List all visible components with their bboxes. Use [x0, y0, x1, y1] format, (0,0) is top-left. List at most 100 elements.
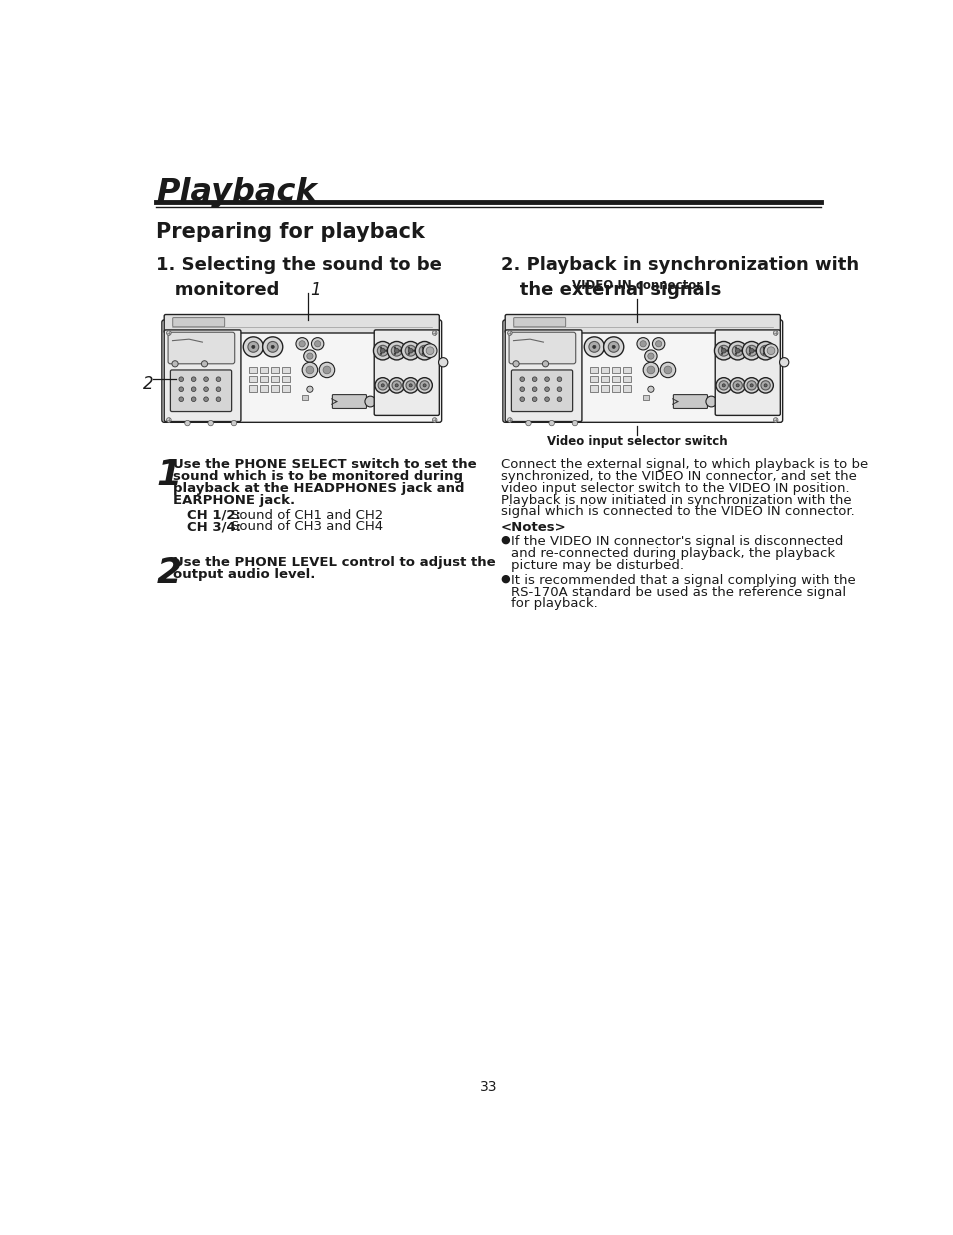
- Circle shape: [544, 396, 549, 401]
- Circle shape: [507, 331, 512, 336]
- Circle shape: [416, 378, 432, 393]
- Circle shape: [248, 341, 258, 352]
- Circle shape: [720, 348, 725, 353]
- Text: CH 1/2:: CH 1/2:: [187, 509, 241, 521]
- Circle shape: [721, 384, 724, 387]
- Circle shape: [379, 347, 381, 348]
- Circle shape: [655, 341, 661, 347]
- Text: 2: 2: [156, 556, 181, 590]
- Bar: [612, 377, 619, 383]
- Bar: [622, 377, 630, 383]
- Bar: [612, 367, 619, 373]
- Text: signal which is connected to the VIDEO IN connector.: signal which is connected to the VIDEO I…: [500, 505, 853, 519]
- Text: Use the PHONE LEVEL control to adjust the: Use the PHONE LEVEL control to adjust th…: [173, 556, 496, 569]
- Circle shape: [432, 331, 436, 336]
- Circle shape: [767, 350, 769, 352]
- Bar: [282, 385, 290, 391]
- Circle shape: [525, 420, 531, 426]
- Circle shape: [421, 353, 423, 354]
- Circle shape: [314, 341, 320, 347]
- Text: ●: ●: [500, 535, 510, 545]
- Circle shape: [729, 378, 744, 393]
- Circle shape: [779, 358, 788, 367]
- Text: playback at the HEADPHONES jack and: playback at the HEADPHONES jack and: [173, 482, 464, 494]
- Circle shape: [216, 387, 220, 391]
- Circle shape: [415, 341, 434, 359]
- Circle shape: [323, 366, 331, 374]
- Circle shape: [419, 380, 429, 390]
- FancyBboxPatch shape: [171, 370, 232, 411]
- Circle shape: [438, 358, 447, 367]
- Circle shape: [387, 341, 406, 359]
- Circle shape: [746, 380, 756, 390]
- FancyBboxPatch shape: [505, 315, 780, 333]
- Bar: [271, 385, 278, 391]
- Circle shape: [192, 387, 195, 391]
- Circle shape: [319, 362, 335, 378]
- Text: EARPHONE jack.: EARPHONE jack.: [173, 494, 295, 506]
- Circle shape: [532, 377, 537, 382]
- Circle shape: [394, 353, 395, 354]
- Circle shape: [760, 346, 770, 356]
- Circle shape: [307, 353, 313, 359]
- Circle shape: [647, 353, 654, 359]
- Circle shape: [302, 362, 317, 378]
- Text: 1. Selecting the sound to be
   monitored: 1. Selecting the sound to be monitored: [156, 256, 442, 299]
- Text: It is recommended that a signal complying with the: It is recommended that a signal complyin…: [510, 573, 855, 587]
- Bar: [271, 367, 278, 373]
- Bar: [642, 395, 649, 400]
- Text: picture may be disturbed.: picture may be disturbed.: [510, 558, 683, 572]
- Bar: [622, 385, 630, 391]
- FancyBboxPatch shape: [502, 320, 781, 422]
- Circle shape: [734, 353, 736, 354]
- Circle shape: [307, 387, 313, 393]
- Circle shape: [762, 353, 764, 354]
- Bar: [612, 385, 619, 391]
- Circle shape: [421, 347, 423, 348]
- Text: VIDEO IN connector: VIDEO IN connector: [571, 279, 701, 293]
- Circle shape: [167, 417, 171, 422]
- Circle shape: [298, 341, 305, 347]
- Circle shape: [377, 380, 387, 390]
- Circle shape: [405, 346, 416, 356]
- Circle shape: [728, 341, 746, 359]
- Circle shape: [204, 396, 208, 401]
- Text: and re-connected during playback, the playback: and re-connected during playback, the pl…: [510, 547, 834, 559]
- Bar: [622, 367, 630, 373]
- Circle shape: [720, 353, 722, 354]
- Circle shape: [385, 350, 387, 352]
- Circle shape: [422, 348, 427, 353]
- Circle shape: [399, 350, 400, 352]
- Text: Sound of CH1 and CH2: Sound of CH1 and CH2: [231, 509, 383, 521]
- Circle shape: [544, 377, 549, 382]
- Circle shape: [519, 377, 524, 382]
- Circle shape: [773, 417, 778, 422]
- Bar: [282, 377, 290, 383]
- Circle shape: [663, 366, 671, 374]
- Circle shape: [557, 377, 561, 382]
- Circle shape: [766, 347, 774, 354]
- Circle shape: [422, 384, 426, 387]
- Text: Sound of CH3 and CH4: Sound of CH3 and CH4: [231, 520, 382, 534]
- Bar: [600, 385, 608, 391]
- Circle shape: [377, 346, 388, 356]
- Circle shape: [743, 378, 759, 393]
- Circle shape: [432, 417, 436, 422]
- Circle shape: [557, 387, 561, 391]
- Circle shape: [557, 396, 561, 401]
- Circle shape: [572, 420, 578, 426]
- FancyBboxPatch shape: [374, 330, 439, 415]
- Circle shape: [373, 341, 392, 359]
- Circle shape: [757, 378, 773, 393]
- Text: 2. Playback in synchronization with
   the external signals: 2. Playback in synchronization with the …: [500, 256, 858, 299]
- Circle shape: [267, 341, 278, 352]
- Bar: [260, 385, 268, 391]
- Circle shape: [408, 353, 410, 354]
- Circle shape: [639, 341, 645, 347]
- Bar: [260, 367, 268, 373]
- Circle shape: [762, 347, 764, 348]
- Circle shape: [381, 384, 384, 387]
- Circle shape: [644, 350, 657, 362]
- Circle shape: [179, 396, 183, 401]
- Circle shape: [243, 337, 263, 357]
